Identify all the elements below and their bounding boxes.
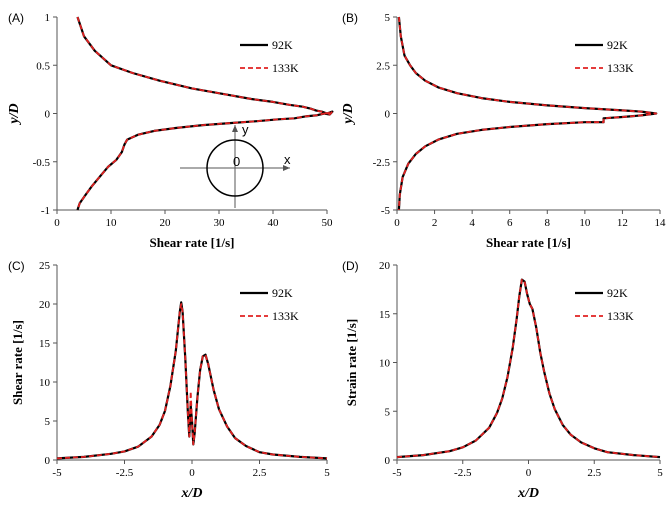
y-tick-label: 0 (385, 109, 391, 121)
y-tick-label: 2.5 (376, 60, 390, 72)
chart-panel-a: (A) 0 10 20 30 40 50 -1 -0.5 0 0.5 1 Shear rate [1/s… (7, 11, 334, 250)
x-tick-label: 2.5 (587, 467, 601, 479)
legend-label: 92K (607, 38, 628, 52)
x-axis-label: x/D (517, 486, 539, 501)
legend-label: 133K (272, 61, 299, 75)
x-tick-label: 10 (579, 217, 591, 229)
y-axis-label: Shear rate [1/s] (10, 320, 25, 405)
y-tick-label: 0 (45, 109, 51, 121)
legend-label: 92K (272, 38, 293, 52)
panel-letter: (A) (8, 11, 24, 25)
x-axis-label: Shear rate [1/s] (486, 235, 571, 250)
y-tick-label: 5 (45, 416, 51, 428)
y-tick-label: 0 (45, 455, 51, 467)
x-tick-label: 14 (655, 217, 667, 229)
series-line-133k (56, 303, 328, 460)
y-tick-label: -1 (41, 205, 50, 217)
x-tick-label: 0 (54, 217, 60, 229)
legend-label: 133K (607, 61, 634, 75)
y-axis-label: y/D (341, 103, 356, 125)
panel-letter: (D) (342, 259, 359, 273)
chart-panel-c: (C) -5 -2.5 0 2.5 5 0 5 10 15 20 25 x/D Shear rate [1… (8, 259, 330, 501)
y-tick-label: 5 (385, 12, 391, 24)
x-tick-label: -5 (52, 467, 62, 479)
x-tick-label: 0 (526, 467, 532, 479)
y-tick-label: -2.5 (373, 157, 391, 169)
y-tick-label: 15 (39, 338, 51, 350)
inset-x-arrow-icon (283, 165, 290, 171)
series-line-133k (398, 16, 658, 211)
inset-y-label: y (242, 122, 249, 137)
series-line-92k (76, 16, 334, 211)
x-tick-label: 40 (268, 217, 280, 229)
x-tick-label: 0 (394, 217, 400, 229)
x-tick-label: 2.5 (253, 467, 267, 479)
x-tick-label: -2.5 (116, 467, 134, 479)
cylinder-circle (206, 139, 264, 197)
y-tick-label: 1 (45, 12, 51, 24)
inset-cylinder-diagram: y x 0 (180, 122, 291, 208)
x-tick-label: 20 (160, 217, 172, 229)
y-axis-label: Strain rate [1/s] (344, 319, 359, 406)
y-tick-label: -5 (381, 205, 391, 217)
x-tick-label: 10 (106, 217, 118, 229)
legend-label: 133K (272, 309, 299, 323)
x-tick-label: -2.5 (454, 467, 472, 479)
panel-letter: (B) (342, 11, 358, 25)
x-tick-label: 5 (324, 467, 330, 479)
x-tick-label: 4 (469, 217, 475, 229)
y-tick-label: 10 (379, 358, 391, 370)
x-tick-label: 2 (432, 217, 438, 229)
x-tick-label: 6 (507, 217, 513, 229)
inset-x-label: x (284, 152, 291, 167)
y-tick-label: -0.5 (33, 157, 51, 169)
y-tick-label: 0 (385, 455, 391, 467)
y-tick-label: 10 (39, 377, 51, 389)
y-axis-label: y/D (7, 103, 22, 125)
series-line-133k (396, 278, 661, 458)
legend-label: 133K (607, 309, 634, 323)
panel-letter: (C) (8, 259, 25, 273)
chart-panel-d: (D) -5 -2.5 0 2.5 5 0 5 10 15 20 x/D Strain rate [1/… (342, 259, 663, 501)
y-tick-label: 25 (39, 260, 51, 272)
legend-label: 92K (272, 286, 293, 300)
y-tick-label: 5 (385, 406, 391, 418)
x-tick-label: 50 (322, 217, 334, 229)
inset-origin-label: 0 (233, 154, 240, 169)
legend-label: 92K (607, 286, 628, 300)
y-tick-label: 0.5 (36, 60, 50, 72)
x-axis-label: x/D (181, 486, 203, 501)
y-tick-label: 15 (379, 309, 391, 321)
inset-y-arrow-icon (232, 125, 238, 132)
y-tick-label: 20 (39, 299, 51, 311)
x-tick-label: 12 (617, 217, 628, 229)
x-tick-label: 30 (214, 217, 226, 229)
y-tick-label: 20 (379, 260, 391, 272)
x-axis-label: Shear rate [1/s] (150, 235, 235, 250)
x-tick-label: 0 (189, 467, 195, 479)
x-tick-label: 5 (657, 467, 663, 479)
series-line-133k (76, 16, 334, 211)
series-line-92k (396, 278, 661, 459)
chart-panel-b: (B) 0 2 4 6 8 10 12 14 -5 -2.5 0 2.5 5 Shear rate [1/s… (341, 11, 666, 250)
x-tick-label: 8 (545, 217, 551, 229)
x-tick-label: -5 (392, 467, 402, 479)
